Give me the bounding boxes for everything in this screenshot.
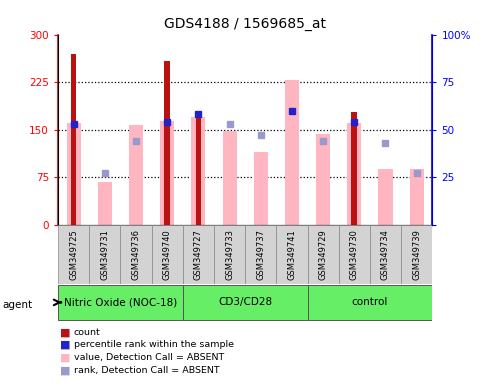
Bar [152,225,183,284]
Bar [183,225,214,284]
Text: GSM349739: GSM349739 [412,229,421,280]
Bar [410,169,424,225]
Bar [276,225,308,284]
Text: GSM349729: GSM349729 [319,229,327,280]
Bar [58,285,183,320]
Bar [401,225,432,284]
Text: value, Detection Call = ABSENT: value, Detection Call = ABSENT [74,353,224,362]
Bar [71,54,76,225]
Bar [191,117,205,225]
Text: count: count [74,328,100,337]
Text: control: control [352,297,388,308]
Text: CD3/CD28: CD3/CD28 [218,297,272,308]
Text: GSM349734: GSM349734 [381,229,390,280]
Text: percentile rank within the sample: percentile rank within the sample [74,340,234,349]
Text: ■: ■ [60,340,71,350]
Bar [254,152,268,225]
Text: Nitric Oxide (NOC-18): Nitric Oxide (NOC-18) [64,297,177,308]
Bar [352,112,357,225]
Bar [164,61,170,225]
Bar [98,182,112,225]
Text: GSM349737: GSM349737 [256,229,265,280]
Bar [58,225,89,284]
Bar [245,225,276,284]
Bar [347,123,361,225]
Bar [370,225,401,284]
Bar [214,225,245,284]
Bar [67,123,81,225]
Text: GSM349731: GSM349731 [100,229,109,280]
Bar [129,124,143,225]
Bar [308,225,339,284]
Bar [120,225,152,284]
Text: ■: ■ [60,327,71,337]
Text: GSM349730: GSM349730 [350,229,359,280]
Bar [160,121,174,225]
Bar [285,80,299,225]
Bar [223,131,237,225]
Text: GSM349736: GSM349736 [131,229,141,280]
Text: GSM349741: GSM349741 [287,229,297,280]
Bar [316,134,330,225]
Text: GSM349725: GSM349725 [69,229,78,280]
Bar [196,117,201,225]
Bar [379,169,393,225]
Text: agent: agent [2,300,32,310]
Bar [183,285,308,320]
Text: ■: ■ [60,353,71,362]
Bar [89,225,120,284]
Title: GDS4188 / 1569685_at: GDS4188 / 1569685_at [164,17,326,31]
Bar [308,285,432,320]
Text: rank, Detection Call = ABSENT: rank, Detection Call = ABSENT [74,366,220,375]
Text: GSM349727: GSM349727 [194,229,203,280]
Text: ■: ■ [60,365,71,375]
Text: GSM349740: GSM349740 [163,229,171,280]
Bar [339,225,370,284]
Text: GSM349733: GSM349733 [225,229,234,280]
